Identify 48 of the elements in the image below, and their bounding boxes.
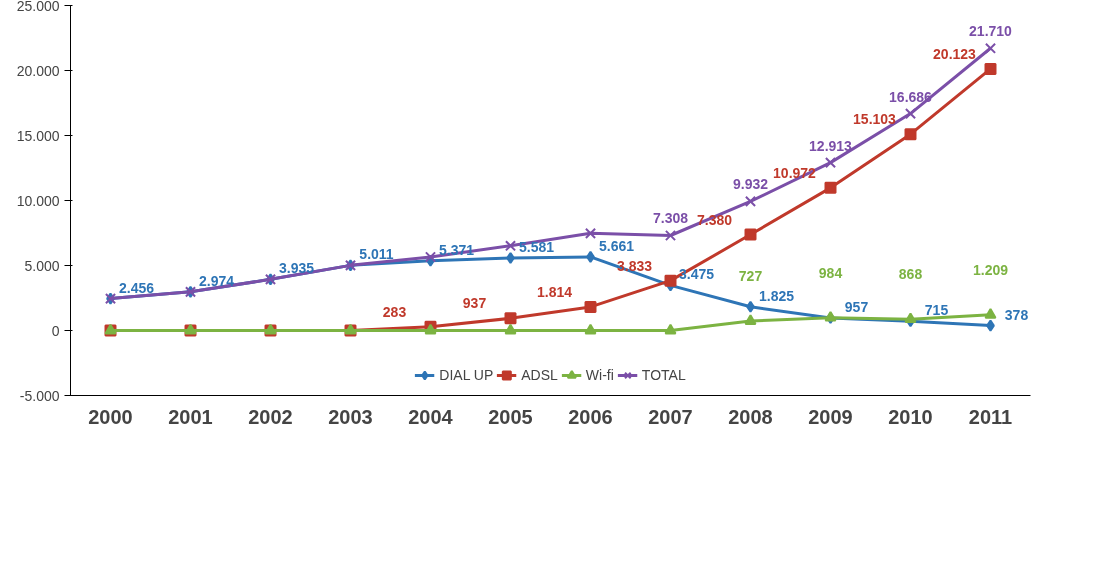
data-label: 984	[818, 264, 843, 281]
data-label: 1.825	[758, 287, 795, 304]
data-label: 1.814	[536, 283, 573, 300]
data-label: 7.308	[652, 210, 689, 227]
data-label: 5.011	[359, 246, 394, 263]
y-tick-label: 0	[51, 322, 60, 339]
data-label: 937	[462, 295, 487, 312]
x-tick-label: 2005	[488, 405, 533, 428]
data-label: 1.209	[972, 261, 1009, 278]
x-tick-label: 2008	[728, 405, 773, 428]
x-tick-label: 2004	[408, 405, 454, 428]
x-tick-label: 2003	[328, 405, 373, 428]
x-tick-label: 2002	[248, 405, 293, 428]
y-tick-label: 15.000	[16, 127, 60, 144]
x-tick-label: 2001	[168, 405, 213, 428]
data-label: 715	[924, 302, 949, 319]
x-tick-label: 2006	[568, 405, 613, 428]
x-tick-label: 2009	[808, 405, 853, 428]
data-label: 20.123	[933, 45, 977, 62]
data-label: 283	[382, 303, 407, 320]
data-label: 727	[738, 268, 763, 285]
y-tick-label: 10.000	[16, 192, 60, 209]
data-label: 9.932	[732, 176, 769, 193]
x-tick-label: 2000	[88, 405, 133, 428]
y-tick-label: 25.000	[16, 0, 60, 14]
data-label: 378	[1004, 306, 1029, 323]
x-tick-label: 2010	[888, 405, 933, 428]
x-tick-label: 2011	[968, 405, 1013, 428]
data-label: 15.103	[853, 111, 897, 128]
data-label: 12.913	[809, 137, 853, 154]
y-tick-label: 5.000	[24, 257, 60, 274]
data-label: 3.935	[278, 260, 315, 277]
data-label: 2.456	[118, 279, 155, 296]
data-label: 3.475	[678, 266, 715, 283]
x-tick-label: 2007	[648, 405, 693, 428]
data-label: 3.833	[616, 257, 653, 274]
data-label: 21.710	[969, 23, 1013, 40]
data-label: 5.661	[598, 237, 635, 254]
legend-label: TOTAL	[641, 367, 686, 383]
data-label: 2.974	[198, 272, 235, 289]
legend-label: DIAL UP	[439, 367, 494, 383]
legend-label: Wi-fi	[585, 367, 614, 383]
data-label: 868	[898, 266, 923, 283]
y-tick-label: 20.000	[16, 62, 60, 79]
y-tick-label: -5.000	[19, 387, 60, 404]
data-label: 957	[844, 299, 869, 316]
legend-label: ADSL	[521, 367, 558, 383]
data-label: 5.581	[518, 238, 555, 255]
